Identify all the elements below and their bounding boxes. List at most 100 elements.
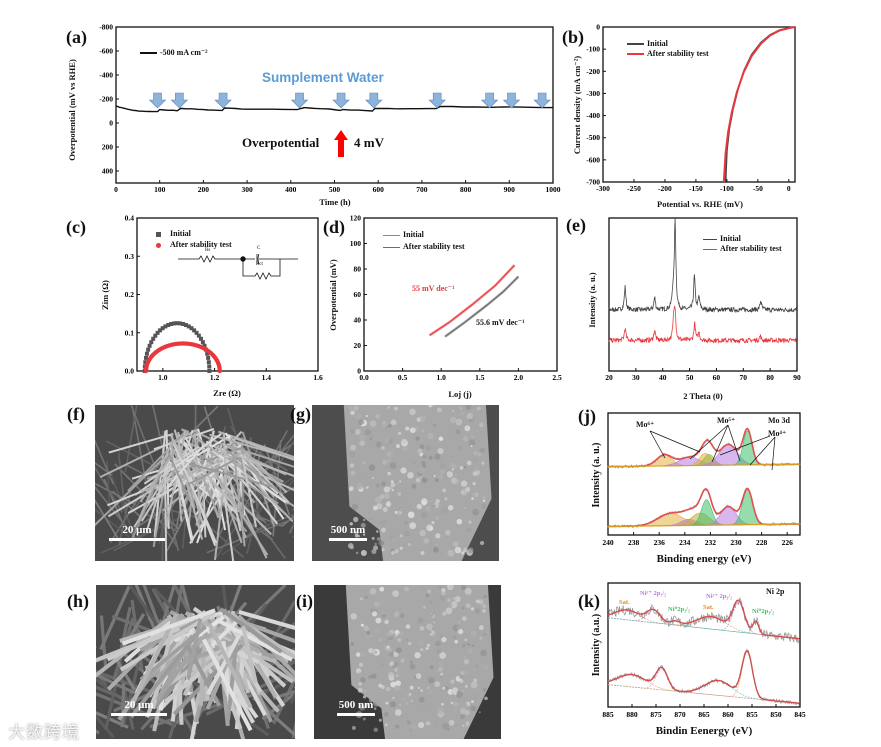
surface-texture (466, 412, 474, 420)
surface-texture (438, 666, 444, 672)
surface-texture (460, 714, 465, 720)
surface-texture (389, 462, 397, 470)
surface-texture (452, 541, 459, 547)
y-tick-label: 0.4 (125, 214, 135, 223)
nanowire (219, 607, 283, 654)
surface-texture (447, 549, 455, 557)
mo5-label: Mo⁵⁺ (717, 416, 736, 425)
surface-texture (426, 623, 433, 631)
surface-texture (448, 719, 455, 726)
legend-line (140, 52, 157, 54)
nanowire (225, 459, 279, 525)
plot-frame (608, 217, 798, 372)
surface-texture (361, 585, 365, 588)
surface-texture (452, 597, 455, 600)
data-point (143, 355, 148, 360)
surface-texture (454, 474, 458, 478)
surface-texture (442, 722, 450, 730)
surface-texture (358, 682, 362, 686)
up-arrow-icon (334, 130, 348, 157)
surface-texture (472, 458, 477, 463)
surface-texture (428, 405, 433, 408)
legend-b-after: After stability test (627, 50, 709, 58)
surface-texture (460, 489, 468, 496)
x-tick-label: -250 (627, 184, 641, 193)
x-tick-label: 850 (770, 710, 782, 719)
scale-bar-label: 500 nm (330, 524, 366, 536)
y-tick-label: 60 (354, 290, 362, 299)
data-point (196, 333, 201, 338)
surface-texture (397, 638, 402, 642)
surface-texture (355, 652, 361, 657)
surface-texture (404, 586, 410, 592)
surface-texture (399, 703, 402, 706)
surface-texture (382, 507, 388, 513)
surface-texture (459, 406, 463, 410)
surface-texture (478, 711, 481, 714)
y-axis-title-a: Overpotential (mV vs RHE) (66, 59, 77, 161)
nanowire (261, 691, 295, 721)
surface-texture (460, 707, 467, 715)
surface-texture (450, 653, 457, 660)
surface-texture (472, 482, 476, 486)
surface-texture (385, 501, 392, 508)
surface-texture (394, 684, 400, 691)
nanowire (270, 479, 294, 508)
surface-texture (436, 648, 442, 654)
nanowire (240, 453, 258, 528)
surface-texture (433, 423, 437, 428)
surface-texture (470, 681, 478, 689)
surface-texture (462, 724, 465, 727)
y-axis-title-e: Intensity (a. u.) (586, 272, 597, 328)
surface-texture (430, 499, 434, 503)
nanowire (281, 515, 294, 527)
surface-texture (378, 638, 383, 642)
data-point (186, 324, 191, 329)
surface-texture (435, 516, 439, 520)
surface-texture (390, 480, 394, 484)
surface-texture (359, 651, 366, 658)
surface-texture (426, 643, 431, 648)
nanowire (272, 674, 295, 725)
nanowire (218, 458, 235, 561)
surface-texture (350, 444, 356, 451)
x-tick-label: 870 (674, 710, 686, 719)
nanowire (172, 442, 218, 544)
surface-texture (368, 511, 371, 514)
surface-texture (456, 626, 461, 630)
surface-texture (394, 406, 398, 411)
y-tick-label: 80 (354, 265, 362, 274)
surface-texture (440, 672, 444, 676)
surface-texture (385, 686, 391, 692)
data-point (151, 336, 156, 341)
surface-texture (426, 524, 433, 532)
surface-texture (484, 696, 488, 701)
surface-texture (382, 614, 386, 618)
surface-texture (423, 538, 430, 544)
series-line (429, 264, 515, 336)
surface-texture (399, 511, 402, 514)
legend-d-initial: Initial (383, 231, 424, 239)
surface-texture (441, 507, 448, 514)
x-tick-label: 900 (504, 185, 516, 194)
nanowire (206, 633, 242, 695)
surface-texture (465, 405, 472, 410)
surface-texture (470, 406, 474, 410)
surface-texture (406, 720, 411, 725)
surface-texture (460, 689, 465, 693)
surface-texture (457, 620, 461, 624)
y-tick-label: 0.1 (125, 328, 135, 337)
surface-texture (447, 598, 452, 603)
surface-texture (427, 676, 435, 684)
surface-texture (368, 674, 373, 679)
surface-texture (391, 488, 394, 492)
x-tick-label: -100 (720, 184, 734, 193)
x-axis-title-a: Time (h) (319, 197, 351, 207)
surface-texture (378, 718, 382, 722)
chart-j: 240 238 236 234 232 230 228 226 (602, 412, 801, 547)
surface-texture (451, 468, 454, 471)
surface-texture (400, 689, 404, 693)
surface-texture (362, 461, 366, 465)
legend-label: Initial (647, 39, 668, 48)
surface-texture (425, 445, 432, 451)
